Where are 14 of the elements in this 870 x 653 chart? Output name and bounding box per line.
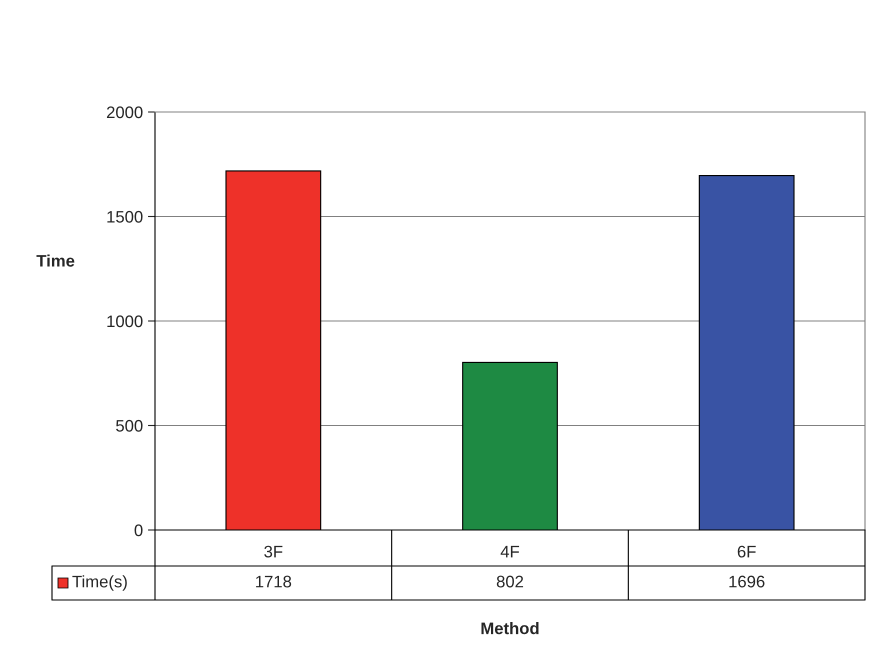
x-tick-label: 6F (738, 546, 756, 558)
data-label: 1696 (729, 576, 764, 588)
data-label: 1718 (256, 576, 292, 588)
x-tick-label: 4F (500, 546, 520, 558)
data-label: 802 (496, 576, 524, 588)
y-tick-label: 500 (116, 420, 143, 432)
legend-label: Time(s) (72, 575, 127, 591)
y-axis-title: Time (36, 254, 74, 267)
y-tick-label: 1000 (107, 315, 143, 328)
y-tick-label: 0 (134, 524, 143, 536)
y-tick-label: 1500 (107, 210, 143, 223)
x-axis-title: Method (481, 622, 539, 634)
x-tick-label: 3F (264, 546, 282, 558)
y-tick-label: 2000 (106, 106, 143, 118)
